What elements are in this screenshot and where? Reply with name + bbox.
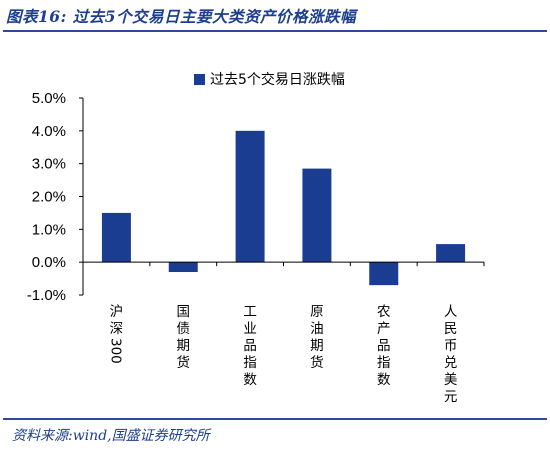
x-category-label-char: 品 [243, 338, 257, 354]
y-tick-label: 0.0% [32, 254, 66, 271]
bar [369, 262, 399, 286]
x-category-label-char: 货 [310, 354, 324, 371]
x-category-label-char: 期 [177, 338, 191, 354]
x-category-label-char: 数 [377, 372, 391, 388]
bar [168, 262, 198, 273]
x-category-label-char: 元 [444, 389, 458, 405]
x-category-label-char: 指 [377, 355, 391, 371]
x-category-label-char: 产 [377, 321, 391, 337]
bar [235, 130, 265, 263]
chart-axes [79, 97, 485, 296]
legend-swatch [194, 74, 205, 85]
x-category-label-char: 业 [243, 321, 257, 337]
figure-source: 资料来源:wind,国盛证券研究所 [12, 428, 210, 444]
x-category-label-char: 指 [243, 355, 257, 371]
y-axis-tick-labels: 5.0% 4.0% 3.0% 2.0% 1.0% 0.0% -1.0% [27, 90, 66, 304]
x-category-label-char: 品 [377, 338, 391, 354]
x-category-label-char: 原 [310, 304, 324, 320]
x-category-label-char: 货 [177, 354, 191, 371]
y-tick-label: 2.0% [32, 189, 66, 206]
x-category-label-digits: 300 [107, 338, 123, 364]
x-category-label-char: 数 [243, 372, 257, 388]
title-divider [3, 30, 547, 32]
bar [101, 212, 131, 263]
figure-title: 图表16: 过去5个交易日主要大类资产价格涨跌幅 [6, 7, 356, 26]
y-tick-label: 4.0% [32, 123, 66, 140]
source-divider [3, 418, 547, 420]
chart-legend: 过去5个交易日涨跌幅 [194, 71, 345, 88]
y-tick-label: 5.0% [32, 90, 66, 107]
x-category-label-char: 期 [310, 338, 324, 354]
x-category-label-char: 民 [444, 321, 458, 337]
x-category-label-char: 兑 [444, 355, 458, 371]
bar [302, 168, 332, 263]
x-category-label-char: 币 [444, 338, 458, 354]
x-category-label-char: 人 [444, 304, 458, 320]
x-category-label-char: 债 [177, 321, 191, 337]
x-category-label-char: 沪 [110, 304, 124, 320]
x-category-label-char: 美 [444, 372, 458, 388]
y-tick-label: -1.0% [27, 287, 66, 304]
x-category-label-char: 国 [177, 304, 191, 320]
y-tick-label: 1.0% [32, 221, 66, 238]
bar [436, 244, 466, 263]
x-category-label-char: 深 [110, 321, 124, 337]
x-category-label-char: 农 [377, 304, 391, 320]
y-tick-label: 3.0% [32, 156, 66, 173]
legend-label: 过去5个交易日涨跌幅 [210, 71, 345, 88]
x-category-label-char: 油 [310, 321, 324, 337]
x-category-label-char: 工 [243, 304, 257, 320]
bar-series [101, 130, 466, 286]
